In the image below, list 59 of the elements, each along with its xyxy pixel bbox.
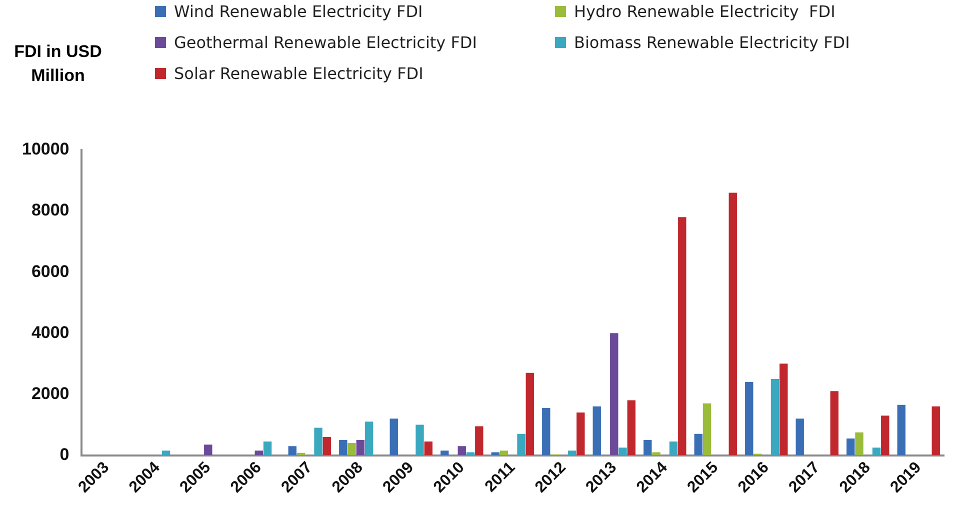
bar	[162, 450, 170, 456]
bar	[592, 406, 601, 456]
y-tick-label: 0	[60, 444, 70, 464]
bar	[855, 432, 864, 456]
bar	[491, 452, 500, 456]
legend-label: Solar Renewable Electricity FDI	[174, 64, 424, 83]
bar	[745, 382, 754, 456]
bar	[872, 448, 881, 456]
bar	[416, 424, 424, 456]
legend-label: Hydro Renewable Electricity FDI	[574, 2, 836, 21]
bar	[644, 440, 652, 456]
bar	[424, 442, 432, 456]
bar	[440, 450, 449, 456]
bar	[466, 452, 475, 456]
bar	[458, 446, 466, 456]
bar	[204, 444, 212, 456]
bar	[702, 403, 712, 456]
y-tick-label: 6000	[31, 262, 70, 281]
legend-label: Geothermal Renewable Electricity FDI	[174, 33, 477, 52]
bar	[897, 404, 906, 456]
bar	[322, 436, 331, 456]
bar	[669, 442, 678, 456]
bar	[881, 416, 890, 456]
bar	[627, 400, 636, 456]
y-tick-label: 2000	[31, 384, 70, 403]
bar	[263, 442, 272, 456]
bar	[796, 418, 804, 456]
bar	[356, 440, 364, 456]
bar	[780, 364, 788, 456]
bar	[618, 448, 627, 456]
bar	[500, 450, 508, 456]
bar	[728, 192, 737, 456]
bar	[830, 391, 838, 456]
bar	[678, 217, 686, 456]
bar	[526, 372, 534, 456]
bar	[288, 446, 296, 456]
bar	[652, 452, 660, 456]
bar	[694, 434, 702, 456]
bar	[314, 428, 322, 456]
bar	[348, 443, 356, 456]
y-axis-title: FDI in USD Million	[13, 41, 103, 87]
bar	[339, 440, 348, 456]
y-tick-label: 4000	[31, 322, 70, 342]
bar	[475, 426, 484, 456]
bar	[932, 406, 940, 456]
bar	[364, 422, 374, 456]
bar	[254, 450, 263, 456]
bar	[610, 333, 618, 456]
bar	[576, 412, 585, 456]
legend-label: Biomass Renewable Electricity FDI	[574, 33, 850, 52]
bar	[542, 408, 550, 456]
y-tick-label: 8000	[31, 200, 70, 220]
bar	[390, 418, 398, 456]
legend-label: Wind Renewable Electricity FDI	[174, 2, 423, 21]
y-tick-label: 10000	[22, 140, 70, 159]
bar	[770, 378, 780, 456]
bar	[568, 450, 576, 456]
bar	[846, 438, 855, 456]
bar	[517, 434, 526, 456]
